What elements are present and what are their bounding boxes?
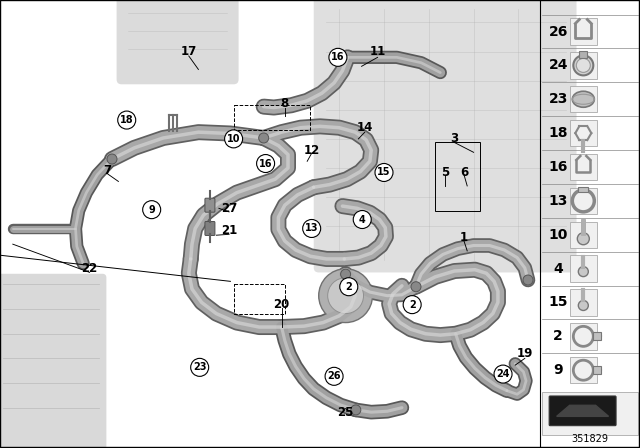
Circle shape bbox=[329, 48, 347, 66]
Circle shape bbox=[225, 130, 243, 148]
Bar bbox=[0, 0, 540, 448]
Bar bbox=[435, 142, 480, 211]
Polygon shape bbox=[557, 405, 609, 416]
Circle shape bbox=[325, 367, 343, 385]
Text: 12: 12 bbox=[303, 143, 320, 157]
Text: 11: 11 bbox=[369, 45, 386, 58]
Ellipse shape bbox=[572, 91, 595, 107]
Text: 2: 2 bbox=[553, 329, 563, 343]
Text: 9: 9 bbox=[554, 363, 563, 377]
FancyBboxPatch shape bbox=[549, 396, 616, 426]
Circle shape bbox=[523, 275, 533, 285]
FancyBboxPatch shape bbox=[0, 274, 106, 448]
Text: 20: 20 bbox=[273, 298, 290, 311]
Circle shape bbox=[579, 301, 588, 310]
Text: 19: 19 bbox=[516, 347, 533, 361]
Text: 10: 10 bbox=[548, 228, 568, 242]
Bar bbox=[570, 255, 596, 282]
Bar bbox=[570, 221, 596, 248]
Text: 16: 16 bbox=[259, 159, 273, 168]
Bar bbox=[542, 392, 638, 435]
Text: 18: 18 bbox=[120, 115, 134, 125]
Text: 25: 25 bbox=[337, 405, 354, 419]
Bar bbox=[570, 154, 596, 180]
Text: 27: 27 bbox=[221, 202, 237, 215]
Bar bbox=[570, 323, 596, 349]
Text: 26: 26 bbox=[548, 25, 568, 39]
Circle shape bbox=[143, 201, 161, 219]
Text: 9: 9 bbox=[148, 205, 155, 215]
Text: 3: 3 bbox=[451, 132, 458, 146]
Bar bbox=[593, 332, 602, 340]
Text: 24: 24 bbox=[548, 58, 568, 73]
Text: 4: 4 bbox=[553, 262, 563, 276]
Circle shape bbox=[577, 233, 589, 245]
Text: 18: 18 bbox=[548, 126, 568, 140]
Circle shape bbox=[577, 58, 590, 73]
Circle shape bbox=[375, 164, 393, 181]
Text: 15: 15 bbox=[548, 296, 568, 310]
Text: 8: 8 bbox=[281, 96, 289, 110]
Text: 351829: 351829 bbox=[572, 434, 609, 444]
Bar bbox=[234, 105, 310, 130]
Text: 4: 4 bbox=[359, 215, 365, 224]
Text: 21: 21 bbox=[221, 224, 237, 237]
Circle shape bbox=[579, 267, 588, 276]
Text: 16: 16 bbox=[548, 160, 568, 174]
Text: 22: 22 bbox=[81, 262, 98, 276]
Circle shape bbox=[340, 278, 358, 296]
Text: 6: 6 bbox=[460, 166, 468, 179]
Text: 1: 1 bbox=[460, 231, 468, 244]
FancyBboxPatch shape bbox=[116, 0, 239, 84]
Bar bbox=[540, 0, 640, 448]
Text: 2: 2 bbox=[346, 282, 352, 292]
Circle shape bbox=[573, 56, 593, 75]
Circle shape bbox=[191, 358, 209, 376]
FancyBboxPatch shape bbox=[205, 198, 215, 212]
Text: 23: 23 bbox=[548, 92, 568, 106]
Circle shape bbox=[328, 278, 364, 314]
Text: 13: 13 bbox=[305, 224, 319, 233]
Circle shape bbox=[107, 154, 117, 164]
FancyBboxPatch shape bbox=[205, 221, 215, 236]
Circle shape bbox=[340, 269, 351, 279]
Bar bbox=[579, 187, 588, 192]
Text: 5: 5 bbox=[441, 166, 449, 179]
Circle shape bbox=[257, 155, 275, 172]
Circle shape bbox=[351, 405, 361, 415]
Bar bbox=[570, 120, 596, 146]
Bar bbox=[570, 86, 596, 112]
Bar bbox=[570, 18, 596, 45]
Circle shape bbox=[319, 269, 372, 323]
Circle shape bbox=[403, 296, 421, 314]
Bar bbox=[234, 284, 285, 314]
Bar bbox=[570, 52, 596, 78]
Bar bbox=[593, 366, 602, 374]
Text: 26: 26 bbox=[327, 371, 341, 381]
Circle shape bbox=[118, 111, 136, 129]
Circle shape bbox=[259, 133, 269, 143]
Text: 24: 24 bbox=[496, 369, 510, 379]
Circle shape bbox=[411, 282, 421, 292]
Bar bbox=[570, 357, 596, 383]
Text: 17: 17 bbox=[180, 45, 197, 58]
FancyBboxPatch shape bbox=[314, 0, 577, 272]
Text: 2: 2 bbox=[409, 300, 415, 310]
Text: 7: 7 bbox=[104, 164, 111, 177]
Text: 16: 16 bbox=[331, 52, 345, 62]
Bar bbox=[579, 52, 588, 58]
Text: 23: 23 bbox=[193, 362, 207, 372]
Bar bbox=[570, 188, 596, 214]
Circle shape bbox=[303, 220, 321, 237]
Text: 14: 14 bbox=[356, 121, 373, 134]
Text: 13: 13 bbox=[548, 194, 568, 208]
Text: 15: 15 bbox=[377, 168, 391, 177]
Circle shape bbox=[494, 365, 512, 383]
Text: 10: 10 bbox=[227, 134, 241, 144]
Bar bbox=[570, 289, 596, 316]
Circle shape bbox=[353, 211, 371, 228]
